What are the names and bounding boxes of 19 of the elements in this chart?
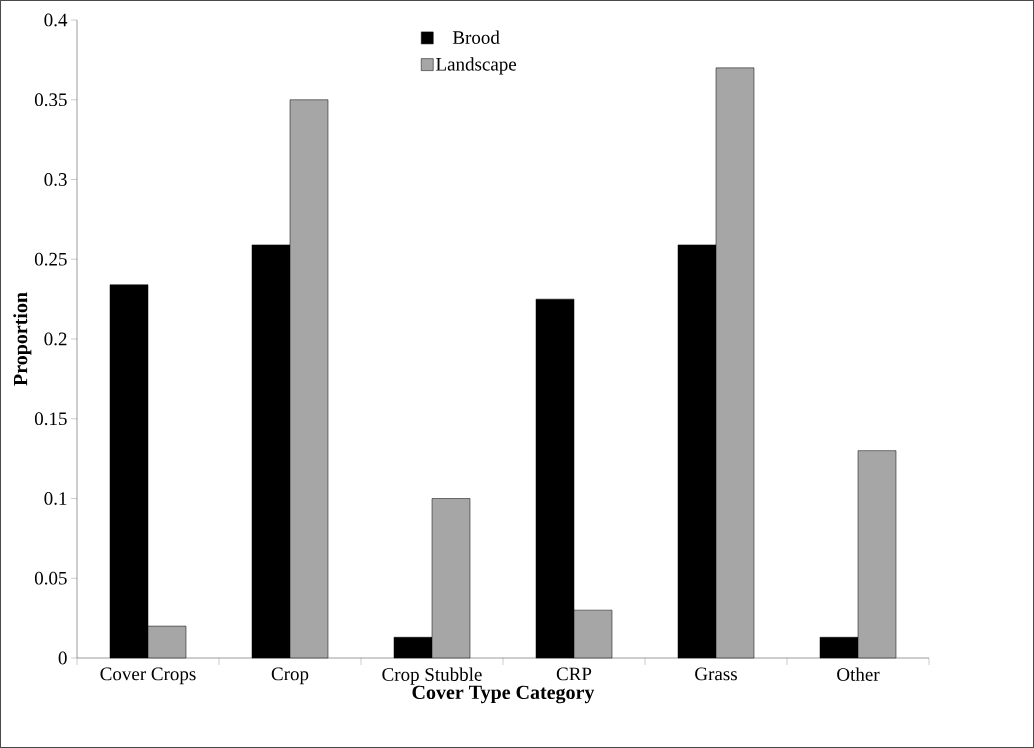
x-tick-label: Other <box>837 667 880 681</box>
y-tick-label: 0.05 <box>34 571 67 585</box>
x-tick-label: Crop <box>271 667 309 685</box>
y-tick-label: 0.2 <box>44 332 67 346</box>
x-axis-title: Cover Type Category <box>412 685 595 704</box>
legend-label: Brood <box>452 30 500 44</box>
x-tick-label: CRP <box>556 667 592 681</box>
y-tick-label: 0 <box>58 651 67 665</box>
x-tick-label: Cover Crops <box>100 667 196 685</box>
y-tick-label: 0.25 <box>34 252 67 266</box>
y-tick-label: 0.4 <box>44 13 68 27</box>
x-tick-label: Grass <box>695 667 737 681</box>
y-tick-label: 0.1 <box>44 492 67 505</box>
x-tick-label: Crop Stubble <box>382 667 482 685</box>
legend-label: Landscape <box>436 57 517 75</box>
y-axis-title: Proportion <box>13 292 32 386</box>
y-tick-label: 0.35 <box>34 93 67 107</box>
y-tick-label: 0.3 <box>44 173 67 186</box>
y-tick-label: 0.15 <box>34 412 67 426</box>
